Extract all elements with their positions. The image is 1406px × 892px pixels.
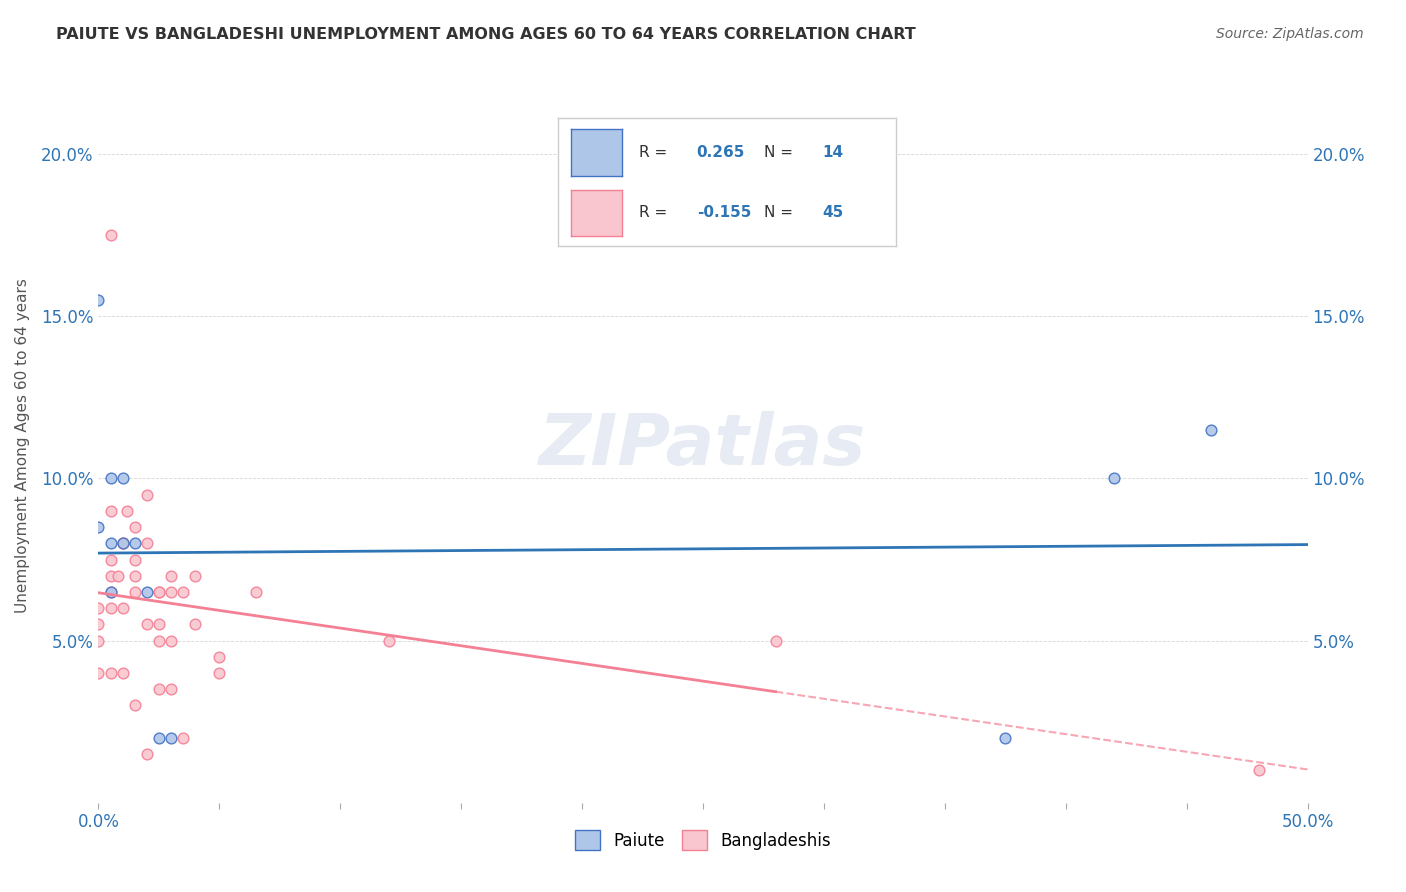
Point bbox=[1199, 423, 1222, 437]
Point bbox=[377, 633, 399, 648]
Point bbox=[148, 731, 170, 745]
Point bbox=[100, 666, 122, 681]
Point bbox=[117, 504, 139, 518]
Text: Source: ZipAtlas.com: Source: ZipAtlas.com bbox=[1216, 27, 1364, 41]
Legend: Paiute, Bangladeshis: Paiute, Bangladeshis bbox=[567, 822, 839, 859]
Point bbox=[111, 666, 134, 681]
Point bbox=[172, 585, 194, 599]
Point bbox=[87, 293, 110, 307]
Point bbox=[87, 617, 110, 632]
Point bbox=[124, 698, 146, 713]
Point bbox=[100, 471, 122, 485]
Point bbox=[148, 617, 170, 632]
Text: ZIPatlas: ZIPatlas bbox=[540, 411, 866, 481]
Point bbox=[1102, 471, 1125, 485]
Point bbox=[172, 731, 194, 745]
Point bbox=[208, 666, 231, 681]
Point bbox=[148, 585, 170, 599]
Point bbox=[124, 568, 146, 582]
Point bbox=[135, 488, 157, 502]
Point bbox=[100, 585, 122, 599]
Point bbox=[100, 568, 122, 582]
Y-axis label: Unemployment Among Ages 60 to 64 years: Unemployment Among Ages 60 to 64 years bbox=[15, 278, 30, 614]
Point bbox=[111, 536, 134, 550]
Point bbox=[87, 601, 110, 615]
Text: PAIUTE VS BANGLADESHI UNEMPLOYMENT AMONG AGES 60 TO 64 YEARS CORRELATION CHART: PAIUTE VS BANGLADESHI UNEMPLOYMENT AMONG… bbox=[56, 27, 915, 42]
Point bbox=[135, 617, 157, 632]
Point bbox=[100, 601, 122, 615]
Point bbox=[111, 536, 134, 550]
Point bbox=[135, 536, 157, 550]
Point bbox=[87, 633, 110, 648]
Point bbox=[245, 585, 267, 599]
Point bbox=[994, 731, 1017, 745]
Point bbox=[87, 520, 110, 534]
Point bbox=[148, 682, 170, 697]
Point bbox=[100, 504, 122, 518]
Point bbox=[765, 633, 787, 648]
Point bbox=[135, 747, 157, 761]
Point bbox=[135, 585, 157, 599]
Point bbox=[111, 536, 134, 550]
Point bbox=[148, 585, 170, 599]
Point bbox=[111, 471, 134, 485]
Point bbox=[160, 682, 183, 697]
Point bbox=[100, 228, 122, 243]
Point bbox=[160, 585, 183, 599]
Point bbox=[111, 601, 134, 615]
Point bbox=[208, 649, 231, 664]
Point bbox=[87, 666, 110, 681]
Point bbox=[107, 568, 129, 582]
Point bbox=[1249, 764, 1271, 778]
Point bbox=[160, 568, 183, 582]
Point bbox=[100, 585, 122, 599]
Point bbox=[160, 633, 183, 648]
Point bbox=[184, 568, 207, 582]
Point bbox=[124, 552, 146, 566]
Point bbox=[100, 536, 122, 550]
Point bbox=[124, 536, 146, 550]
Point bbox=[124, 520, 146, 534]
Point bbox=[148, 633, 170, 648]
Point bbox=[124, 585, 146, 599]
Point bbox=[100, 552, 122, 566]
Point bbox=[184, 617, 207, 632]
Point bbox=[160, 731, 183, 745]
